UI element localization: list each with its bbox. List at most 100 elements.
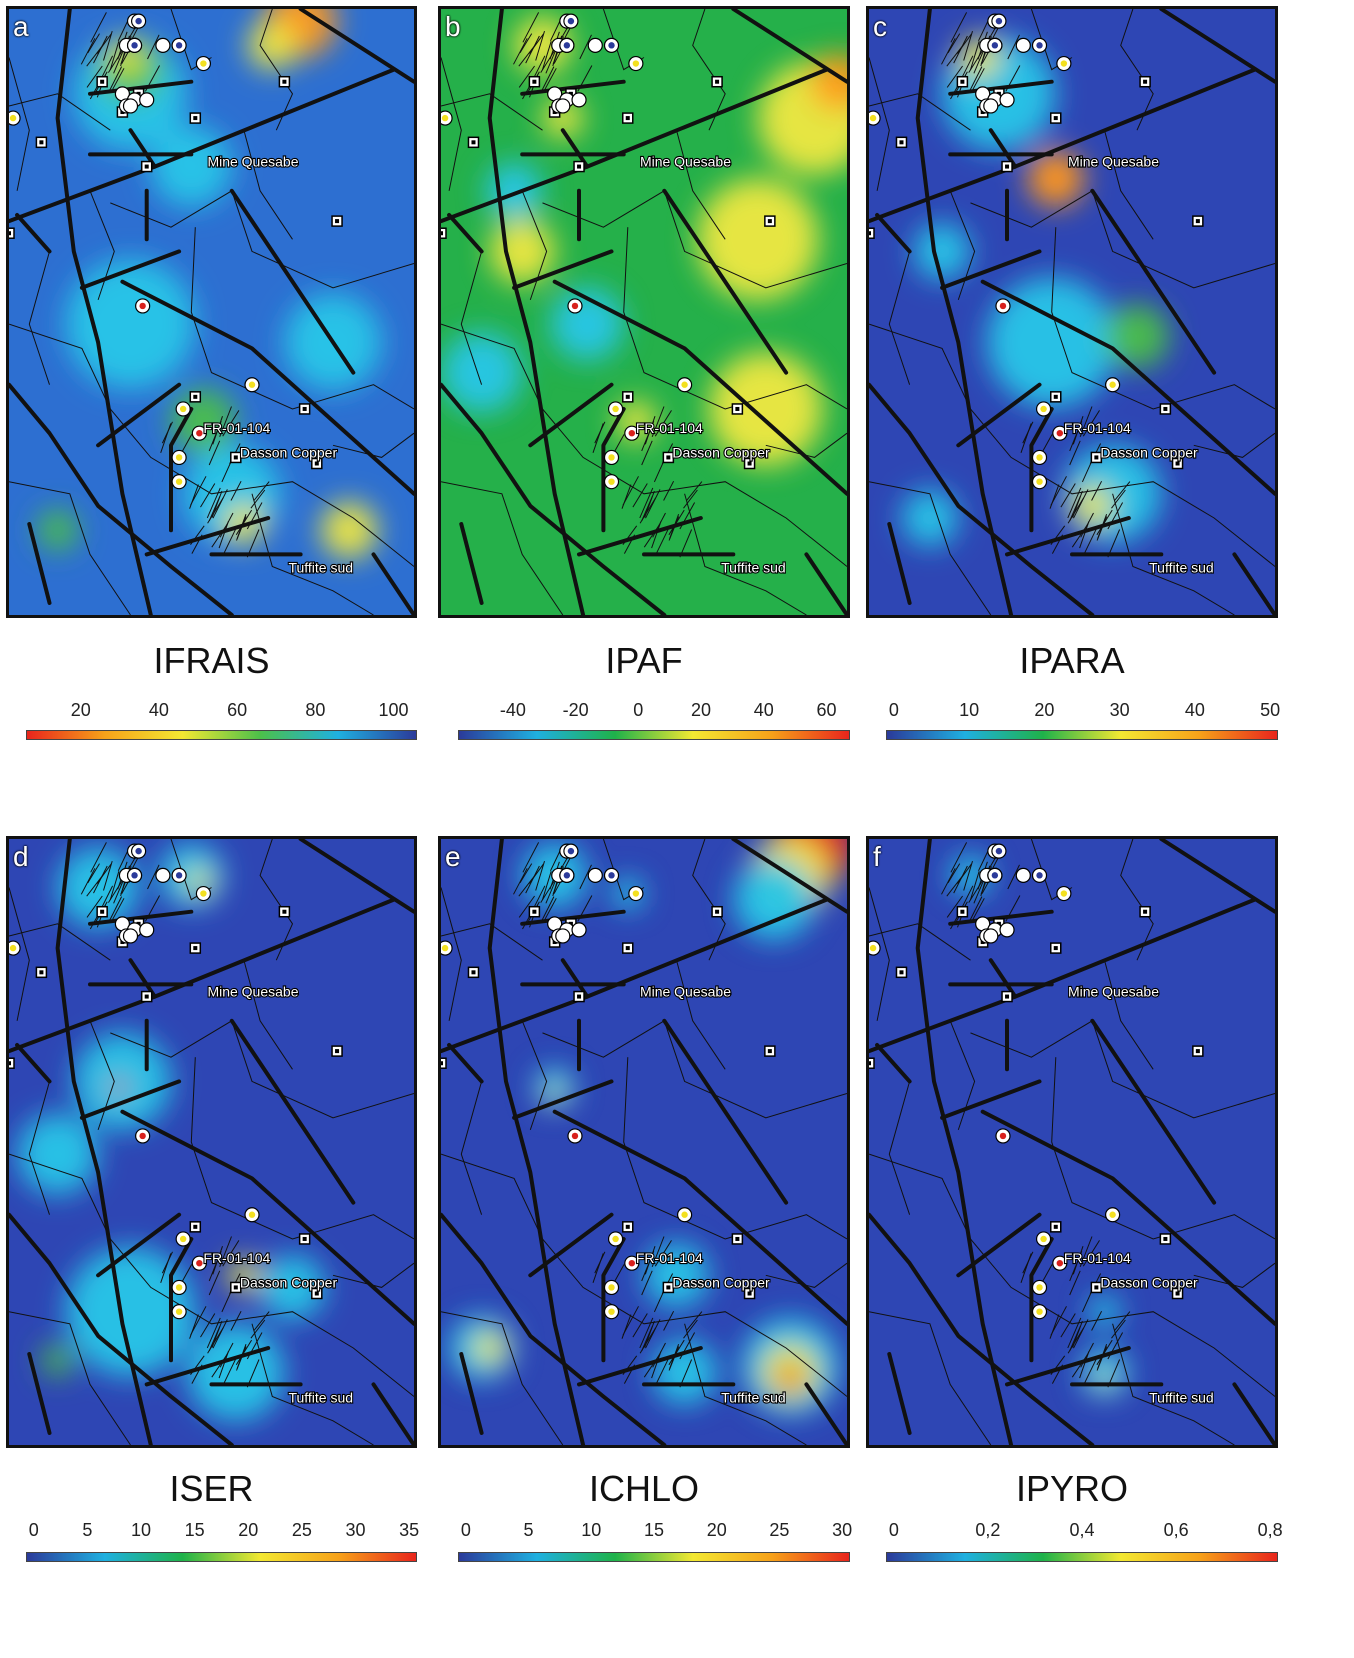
panel-letter: d [13,841,29,872]
colorbar-tick-label: 0 [460,1520,471,1540]
colorbar-tick-label: 10 [131,1520,152,1540]
anomaly-blob [489,218,555,284]
sample-sites [869,843,1204,1320]
label-mine-quesabe: Mine Quesabe [1068,154,1159,170]
colorbar-tick-label: 40 [148,700,169,720]
map-canvas-c: Mine Quesabe FR-01-104 Dasson Copper Tuffit… [869,9,1275,615]
drillhole-square-marker [869,227,875,239]
map-canvas-a: Mine Quesabe FR-01-104 Dasson Copper Tuffit… [9,9,414,615]
index-background [869,839,1275,1445]
map-panel-c: Mine Quesabe FR-01-104 Dasson Copper Tuffit… [866,6,1278,618]
label-dasson-copper: Dasson Copper [240,1274,338,1290]
label-tuffite-sud: Tuffite sud [1149,1390,1214,1406]
colorbar-tick-label: 35 [399,1520,420,1540]
colorbar-tick-label: 100 [378,700,409,720]
colorbar-tick-label: -20 [562,700,589,720]
colorbar-tick-label: 20 [1034,700,1055,720]
colorbar-ipyro [886,1552,1278,1562]
label-tuffite-sud: Tuffite sud [288,1390,353,1406]
colorbar-tick-label: 60 [227,700,248,720]
label-fr-01-104: FR-01-104 [1064,420,1131,436]
anomaly-blob [37,509,78,551]
anomaly-blob [1072,485,1113,527]
sample-sites [441,13,776,490]
colorbar-tick-label: 40 [1184,700,1205,720]
map-panel-b: Mine Quesabe FR-01-104 Dasson Copper Tuffit… [438,6,850,618]
colorbar-tick-label: 5 [523,1520,534,1540]
panel-title-c: IPARA [1019,640,1125,681]
anomaly-blob [150,126,232,208]
anomaly-blob [1088,1295,1121,1328]
anomaly-blob [1027,150,1085,208]
panel-title-f: IPYRO [1015,1468,1129,1509]
panel-letter: f [873,841,881,872]
anomaly-blob [473,1331,506,1365]
fault-lines [9,839,414,1445]
label-mine-quesabe: Mine Quesabe [640,154,731,170]
panel-letter: a [13,11,29,42]
colorbar-tick-label: 30 [345,1520,366,1540]
colorbar-ichlo [458,1552,850,1562]
label-dasson-copper: Dasson Copper [672,1274,770,1290]
map-panel-d: Mine Quesabe FR-01-104 Dasson Copper Tuffit… [6,836,417,1448]
anomaly-blob [913,222,971,280]
label-dasson-copper: Dasson Copper [672,444,770,460]
colorbar-tick-label: 60 [816,700,837,720]
colorbar-tick-label: 20 [70,700,91,720]
sample-sites [869,13,1204,490]
colorbar-tick-label: 0 [888,700,899,720]
panel-title-b: IPAF [605,640,683,681]
anomaly-blob [65,1246,196,1377]
sample-sites [9,13,343,490]
colorbar-tick-label: 5 [82,1520,93,1540]
fault-lines [441,9,847,615]
colorbar-tick-label: 20 [706,1520,727,1540]
colorbar-ipara [886,730,1278,740]
anomaly-blob [17,1113,99,1195]
colorbar-tick-label: 40 [753,700,774,720]
anomaly-blob [110,1079,127,1096]
label-mine-quesabe: Mine Quesabe [207,984,298,1000]
label-tuffite-sud: Tuffite sud [288,560,353,576]
colorbar-tick-label: 15 [184,1520,205,1540]
map-canvas-d: Mine Quesabe FR-01-104 Dasson Copper Tuffit… [9,839,414,1445]
anomaly-blob [733,859,815,941]
anomaly-blob [441,332,523,414]
drillhole-square-marker [441,227,447,239]
colorbar-tick-label: 30 [1109,700,1130,720]
colorbar-tick-label: 0 [633,700,644,720]
colorbar-tick-label: 20 [238,1520,259,1540]
fault-lines [869,839,1275,1445]
fault-lines [9,9,414,615]
colorbar-tick-label: 20 [691,700,712,720]
map-canvas-f: Mine Quesabe FR-01-104 Dasson Copper Tuffit… [869,839,1275,1445]
map-panel-e: Mine Quesabe FR-01-104 Dasson Copper Tuffit… [438,836,850,1448]
colorbar-tick-label: -40 [499,700,526,720]
panel-title-a: IFRAIS [153,640,270,681]
map-panel-a: Mine Quesabe FR-01-104 Dasson Copper Tuffit… [6,6,417,618]
colorbar-tick-label: 50 [1260,700,1281,720]
colorbar-tick-label: 80 [305,700,326,720]
anomaly-blob [777,1366,803,1391]
label-tuffite-sud: Tuffite sud [1149,560,1214,576]
map-panel-f: Mine Quesabe FR-01-104 Dasson Copper Tuffit… [866,836,1278,1448]
colorbar-tick-label: 15 [643,1520,665,1540]
anomaly-blob [1096,1370,1113,1387]
colorbar-iser [26,1552,417,1562]
index-anomalies [37,9,382,559]
label-mine-quesabe: Mine Quesabe [207,154,298,170]
colorbar-tick-label: 10 [959,700,980,720]
label-dasson-copper: Dasson Copper [240,444,338,460]
label-mine-quesabe: Mine Quesabe [640,984,731,1000]
label-tuffite-sud: Tuffite sud [721,560,786,576]
colorbar-tick-label: 0,6 [1163,1520,1189,1540]
colorbar-tick-label: 0 [28,1520,39,1540]
anomaly-blob [65,259,196,389]
sample-sites [9,843,343,1320]
colorbar-tick-label: 0,4 [1069,1520,1095,1540]
anomaly-blob [247,21,297,70]
panel-title-d: ISER [169,1468,254,1509]
fault-lines [441,839,847,1445]
drillhole-square-marker [869,1057,875,1069]
anomaly-blob [41,1343,74,1377]
